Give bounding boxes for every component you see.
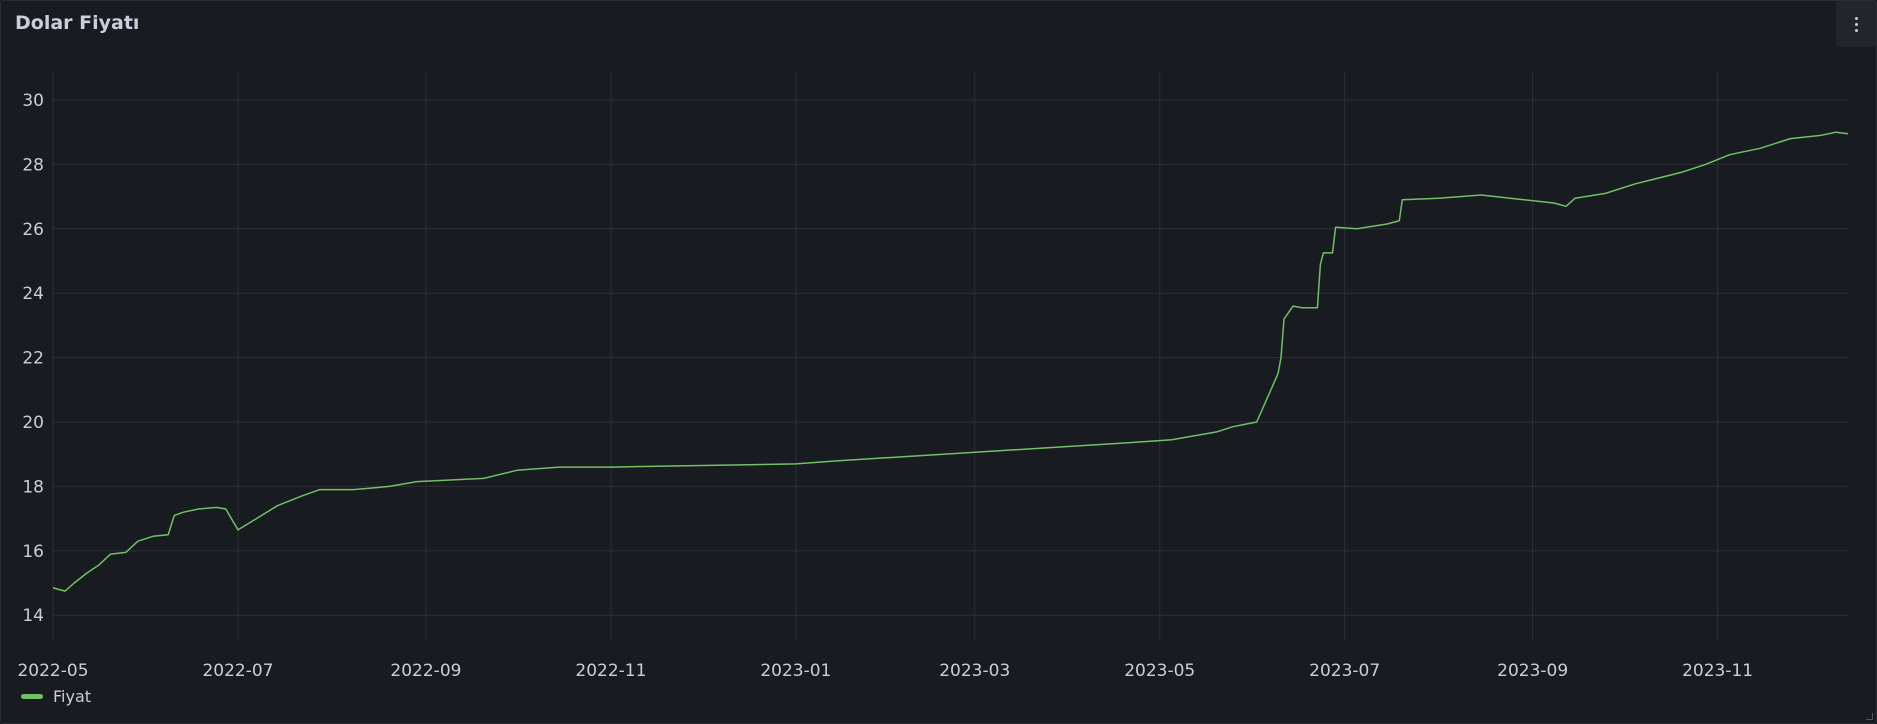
x-tick-label: 2023-07 (1309, 661, 1380, 681)
x-tick-label: 2022-07 (202, 661, 273, 681)
x-tick-label: 2023-05 (1124, 661, 1195, 681)
y-tick-label: 24 (22, 284, 44, 304)
y-tick-label: 22 (22, 349, 44, 369)
panel-header: Dolar Fiyatı (1, 1, 1876, 47)
series-line-fiyat (52, 131, 1849, 592)
series-layer (52, 131, 1849, 592)
resize-handle-icon[interactable] (1866, 713, 1873, 720)
panel-title: Dolar Fiyatı (15, 12, 140, 34)
y-tick-label: 18 (22, 477, 44, 497)
y-tick-label: 16 (22, 542, 44, 562)
x-tick-label: 2022-09 (390, 661, 461, 681)
axes: 14 16 18 20 22 24 26 28 30 2022-05 2022-07 2022-09 2… (17, 91, 1753, 681)
y-tick-label: 20 (22, 413, 44, 433)
kebab-vertical-icon (1854, 16, 1858, 32)
y-tick-label: 26 (22, 220, 44, 240)
x-tick-label: 2022-11 (575, 661, 646, 681)
y-tick-label: 30 (22, 91, 44, 111)
y-tick-label: 14 (22, 606, 44, 626)
x-tick-label: 2023-09 (1497, 661, 1568, 681)
x-tick-label: 2023-01 (760, 661, 831, 681)
panel-menu-button[interactable] (1836, 1, 1876, 47)
legend[interactable]: Fiyat (21, 687, 91, 706)
x-tick-label: 2023-03 (939, 661, 1010, 681)
x-tick-label: 2022-05 (17, 661, 88, 681)
legend-swatch (21, 694, 43, 699)
grid (52, 71, 1848, 641)
legend-label: Fiyat (53, 687, 92, 706)
y-tick-label: 28 (22, 155, 44, 175)
x-tick-label: 2023-11 (1682, 661, 1753, 681)
